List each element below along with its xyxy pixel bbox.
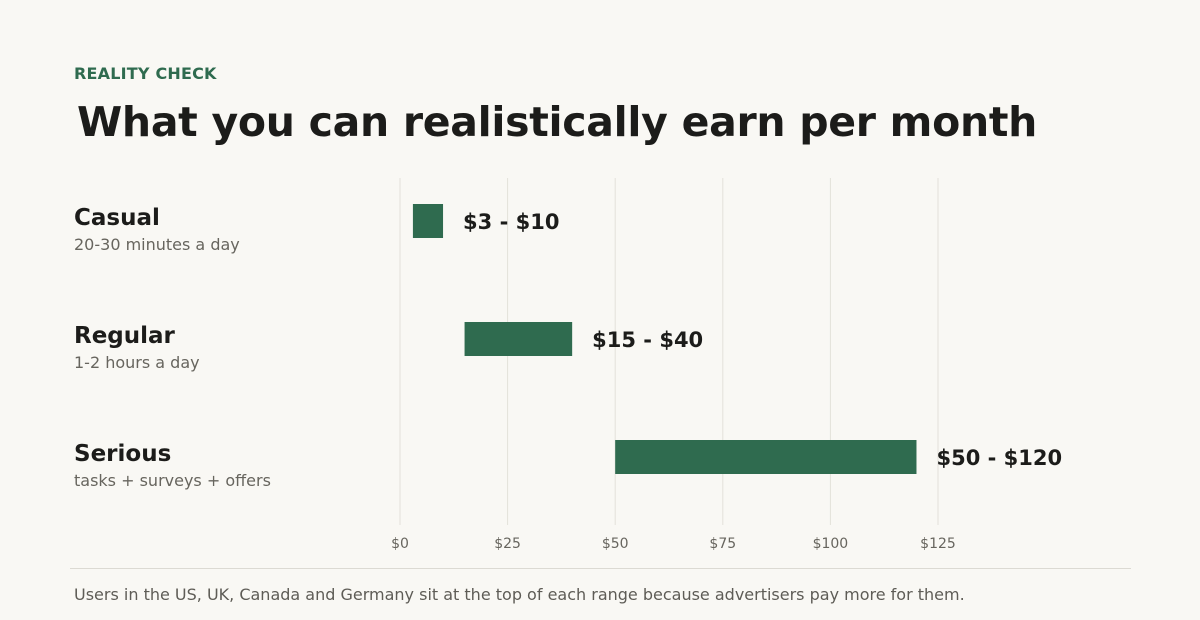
x-tick-label: $0 [391, 536, 409, 552]
range-bar [464, 322, 573, 356]
x-tick-label: $50 [602, 536, 629, 552]
range-bar [412, 204, 444, 238]
row-label-regular: Regular 1-2 hours a day [74, 322, 200, 373]
bar-value-label: $15 - $40 [592, 328, 703, 352]
range-bar-chart: $0 $25 $50 $75 $100 $125 $3 - $10 $15 - $40 $50 … [391, 178, 1062, 552]
row-name: Regular [74, 323, 175, 349]
x-tick-label: $125 [920, 536, 956, 552]
row-name: Casual [74, 205, 160, 231]
row-subtitle: tasks + surveys + offers [74, 471, 271, 490]
footnote: Users in the US, UK, Canada and Germany … [74, 585, 965, 604]
x-tick-label: $75 [709, 536, 736, 552]
row-label-casual: Casual 20-30 minutes a day [74, 204, 240, 255]
eyebrow-label: REALITY CHECK [74, 64, 217, 83]
x-tick-label: $100 [813, 536, 849, 552]
range-bar [615, 440, 917, 474]
row-subtitle: 20-30 minutes a day [74, 235, 240, 254]
row-subtitle: 1-2 hours a day [74, 353, 200, 372]
row-label-serious: Serious tasks + surveys + offers [74, 440, 271, 491]
chart-title: What you can realistically earn per mont… [77, 98, 1038, 146]
bar-value-label: $3 - $10 [463, 210, 559, 234]
footer-divider [70, 568, 1131, 569]
bar-value-label: $50 - $120 [936, 446, 1062, 470]
x-tick-label: $25 [494, 536, 521, 552]
row-name: Serious [74, 441, 172, 467]
